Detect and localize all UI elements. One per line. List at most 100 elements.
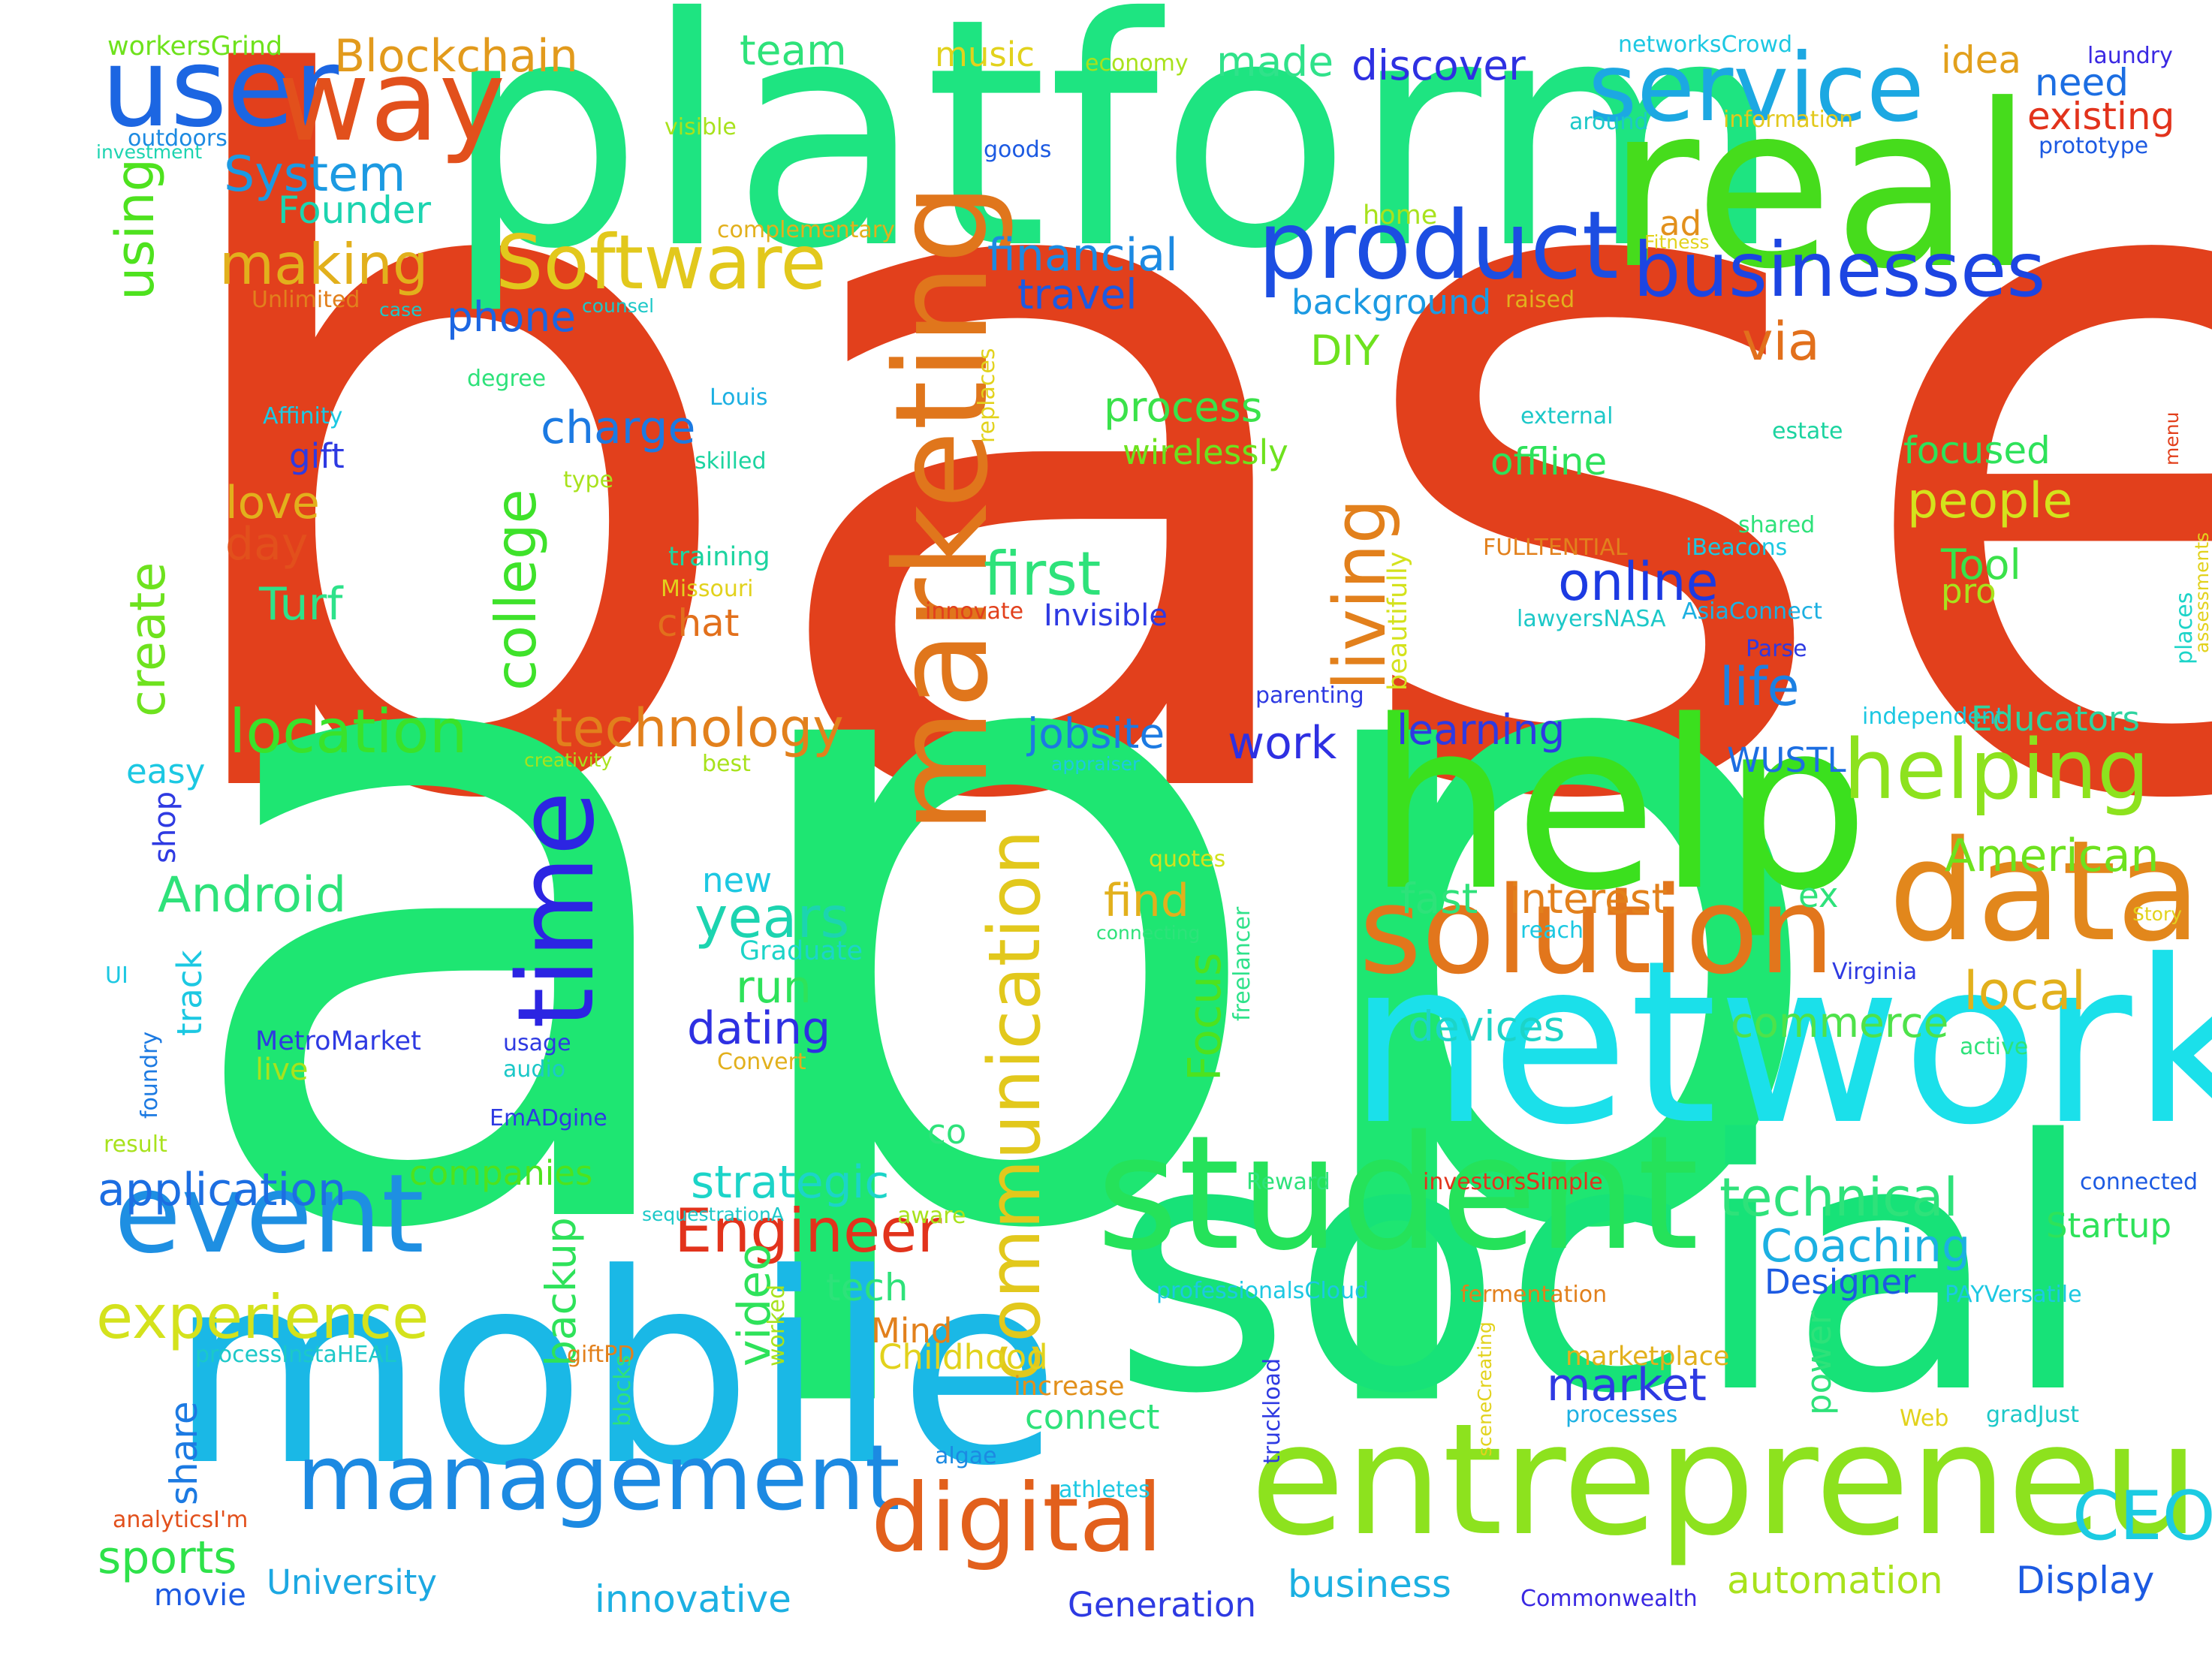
cloud-word: platform [443,0,1783,318]
cloud-word: event [114,1151,424,1278]
cloud-word: experience [96,1282,429,1352]
cloud-word: worked [764,1284,790,1366]
cloud-word: blocks [610,1354,636,1426]
cloud-word: giftPD [567,1342,635,1368]
cloud-word: prototype [2039,133,2149,159]
cloud-word: connect [1025,1397,1160,1437]
cloud-word: application [98,1164,346,1216]
cloud-word: Android [158,867,347,923]
cloud-word: phone [447,293,577,341]
cloud-word: processInstaHEAL [195,1342,396,1368]
cloud-word: share [162,1401,206,1505]
cloud-word: Coaching [1761,1220,1971,1273]
cloud-word: learning [1397,706,1566,754]
cloud-word: connecting [1096,922,1201,944]
cloud-word: foundry [137,1031,163,1119]
cloud-word: replaces [974,348,1000,443]
cloud-word: background [1291,282,1492,322]
cloud-word: Missouri [661,576,754,602]
cloud-word: work [1228,717,1337,770]
cloud-word: Reward [1246,1169,1331,1195]
cloud-word: Invisible [1044,598,1168,633]
cloud-word: parenting [1255,682,1364,709]
cloud-word: way [278,36,506,167]
cloud-word: University [267,1562,437,1602]
cloud-word: type [563,467,614,493]
cloud-word: System [224,146,406,203]
cloud-word: appraiser [1051,753,1141,775]
cloud-word: Web [1900,1405,1949,1432]
cloud-word: FULLTENTIAL [1483,535,1628,561]
cloud-word: companies [409,1153,593,1193]
cloud-word: complementary [717,217,895,243]
cloud-word: shared [1738,512,1816,538]
cloud-word: Designer [1764,1262,1916,1302]
cloud-word: Startup [2046,1206,2172,1246]
cloud-word: entrepreneur [1250,1391,2212,1570]
cloud-word: tech [826,1266,909,1309]
cloud-word: financial [987,229,1178,282]
cloud-word: beautifully [1383,551,1413,691]
cloud-word: devices [1408,1002,1566,1050]
cloud-word: create [120,562,176,717]
cloud-word: charge [541,402,696,454]
cloud-word: need [2035,61,2129,104]
cloud-word: service [1588,34,1924,143]
cloud-word: result [104,1131,167,1158]
cloud-word: American [1945,830,2159,882]
cloud-word: Founder [278,188,432,232]
cloud-word: run [736,961,812,1014]
cloud-word: analyticsI'm [113,1507,249,1533]
cloud-word: pro [1941,571,1997,611]
cloud-word: MetroMarket [255,1026,421,1056]
cloud-word: Parse [1746,636,1807,662]
cloud-word: outdoors [128,125,228,152]
cloud-word: shop [148,791,182,863]
cloud-word: automation [1727,1559,1943,1602]
cloud-word: degree [467,366,547,392]
cloud-word: innovate [925,598,1024,625]
cloud-word: independent [1862,703,2005,730]
cloud-word: helping [1843,722,2150,818]
cloud-word: lawyersNASA [1517,606,1666,632]
cloud-word: social [1111,1068,2096,1469]
cloud-word: active [1960,1034,2029,1060]
cloud-word: idea [1941,38,2022,82]
cloud-word: ad [1659,203,1702,243]
cloud-word: first [984,539,1101,609]
cloud-word: find [1104,875,1189,927]
cloud-word: discover [1352,41,1526,89]
cloud-word: network [1348,912,2212,1174]
cloud-word: Convert [717,1049,806,1075]
cloud-word: goods [984,137,1052,163]
cloud-word: networksCrowd [1618,32,1793,58]
cloud-word: training [668,542,770,572]
cloud-word: wirelessly [1123,432,1288,472]
cloud-word: business [1288,1562,1451,1606]
cloud-word: audio [503,1056,566,1083]
cloud-word: mobile [169,1217,1061,1523]
cloud-word: Affinity [263,403,343,429]
cloud-word: visible [665,114,737,140]
cloud-word: product [1258,191,1619,300]
cloud-word: information [1723,107,1854,133]
cloud-word: best [702,751,751,777]
cloud-word: easy [126,752,206,791]
cloud-word: making [219,231,429,297]
cloud-word: Virginia [1832,959,1918,985]
cloud-word: innovative [595,1577,791,1621]
cloud-word: Story [2132,903,2183,925]
cloud-word: travel [1017,270,1138,318]
cloud-word: location [229,697,468,767]
cloud-word: creativity [524,749,613,771]
cloud-word: focused [1903,429,2051,472]
cloud-word: online [1558,551,1719,613]
cloud-word: ex [1798,875,1839,915]
cloud-word: Software [496,218,827,306]
cloud-word: based [141,0,2212,1010]
cloud-word: co [927,1112,967,1152]
cloud-word: CEO [2072,1477,2212,1556]
cloud-word: truckload [1259,1357,1285,1464]
cloud-word: aware [897,1203,966,1229]
cloud-word: help [1367,671,1870,942]
